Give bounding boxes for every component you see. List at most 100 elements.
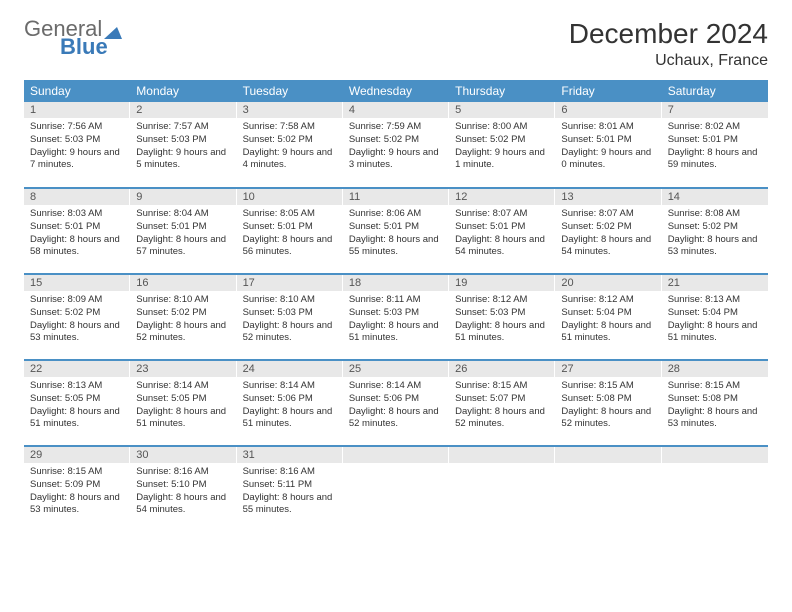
daylight-line: Daylight: 8 hours and 55 minutes. (243, 492, 337, 518)
sunset-line: Sunset: 5:01 PM (136, 221, 230, 234)
calendar-week-row: 15Sunrise: 8:09 AMSunset: 5:02 PMDayligh… (24, 274, 768, 360)
daylight-line: Daylight: 8 hours and 51 minutes. (349, 320, 443, 346)
day-details: Sunrise: 8:06 AMSunset: 5:01 PMDaylight:… (343, 205, 449, 263)
sunrise-line: Sunrise: 8:03 AM (30, 208, 124, 221)
day-number: 15 (24, 275, 130, 291)
sunset-line: Sunset: 5:03 PM (455, 307, 549, 320)
calendar-day-cell: 14Sunrise: 8:08 AMSunset: 5:02 PMDayligh… (662, 188, 768, 274)
day-number: 31 (237, 447, 343, 463)
sunset-line: Sunset: 5:04 PM (561, 307, 655, 320)
day-number: 25 (343, 361, 449, 377)
sunrise-line: Sunrise: 8:08 AM (668, 208, 762, 221)
daylight-line: Daylight: 8 hours and 54 minutes. (136, 492, 230, 518)
calendar-day-cell: 12Sunrise: 8:07 AMSunset: 5:01 PMDayligh… (449, 188, 555, 274)
daylight-line: Daylight: 8 hours and 51 minutes. (30, 406, 124, 432)
sunset-line: Sunset: 5:01 PM (455, 221, 549, 234)
sunrise-line: Sunrise: 7:56 AM (30, 121, 124, 134)
sunrise-line: Sunrise: 8:13 AM (668, 294, 762, 307)
sunrise-line: Sunrise: 8:01 AM (561, 121, 655, 134)
sunset-line: Sunset: 5:02 PM (30, 307, 124, 320)
sunrise-line: Sunrise: 8:00 AM (455, 121, 549, 134)
day-details: Sunrise: 7:56 AMSunset: 5:03 PMDaylight:… (24, 118, 130, 176)
sunset-line: Sunset: 5:01 PM (243, 221, 337, 234)
day-number (343, 447, 449, 463)
day-number: 18 (343, 275, 449, 291)
sunset-line: Sunset: 5:11 PM (243, 479, 337, 492)
calendar-day-cell (343, 446, 449, 532)
daylight-line: Daylight: 9 hours and 7 minutes. (30, 147, 124, 173)
sunrise-line: Sunrise: 8:02 AM (668, 121, 762, 134)
calendar-day-cell: 2Sunrise: 7:57 AMSunset: 5:03 PMDaylight… (130, 102, 236, 188)
sunrise-line: Sunrise: 8:15 AM (561, 380, 655, 393)
day-details: Sunrise: 8:10 AMSunset: 5:03 PMDaylight:… (237, 291, 343, 349)
day-details: Sunrise: 8:07 AMSunset: 5:02 PMDaylight:… (555, 205, 661, 263)
weekday-header: Saturday (662, 80, 768, 102)
calendar-day-cell: 28Sunrise: 8:15 AMSunset: 5:08 PMDayligh… (662, 360, 768, 446)
sunrise-line: Sunrise: 8:12 AM (561, 294, 655, 307)
sunrise-line: Sunrise: 8:06 AM (349, 208, 443, 221)
day-details: Sunrise: 8:11 AMSunset: 5:03 PMDaylight:… (343, 291, 449, 349)
sunrise-line: Sunrise: 8:07 AM (455, 208, 549, 221)
calendar-day-cell: 20Sunrise: 8:12 AMSunset: 5:04 PMDayligh… (555, 274, 661, 360)
calendar-day-cell: 25Sunrise: 8:14 AMSunset: 5:06 PMDayligh… (343, 360, 449, 446)
calendar-day-cell: 4Sunrise: 7:59 AMSunset: 5:02 PMDaylight… (343, 102, 449, 188)
weekday-header: Sunday (24, 80, 130, 102)
daylight-line: Daylight: 8 hours and 51 minutes. (561, 320, 655, 346)
sunset-line: Sunset: 5:02 PM (455, 134, 549, 147)
calendar-day-cell: 19Sunrise: 8:12 AMSunset: 5:03 PMDayligh… (449, 274, 555, 360)
sunset-line: Sunset: 5:02 PM (243, 134, 337, 147)
sunrise-line: Sunrise: 8:09 AM (30, 294, 124, 307)
day-number: 16 (130, 275, 236, 291)
weekday-header: Tuesday (237, 80, 343, 102)
sunrise-line: Sunrise: 8:11 AM (349, 294, 443, 307)
calendar-day-cell: 22Sunrise: 8:13 AMSunset: 5:05 PMDayligh… (24, 360, 130, 446)
calendar-day-cell: 18Sunrise: 8:11 AMSunset: 5:03 PMDayligh… (343, 274, 449, 360)
calendar-day-cell: 24Sunrise: 8:14 AMSunset: 5:06 PMDayligh… (237, 360, 343, 446)
calendar-week-row: 8Sunrise: 8:03 AMSunset: 5:01 PMDaylight… (24, 188, 768, 274)
day-number: 10 (237, 189, 343, 205)
day-number: 26 (449, 361, 555, 377)
calendar-day-cell: 10Sunrise: 8:05 AMSunset: 5:01 PMDayligh… (237, 188, 343, 274)
daylight-line: Daylight: 8 hours and 51 minutes. (243, 406, 337, 432)
calendar-day-cell: 3Sunrise: 7:58 AMSunset: 5:02 PMDaylight… (237, 102, 343, 188)
day-number: 9 (130, 189, 236, 205)
sunrise-line: Sunrise: 8:15 AM (668, 380, 762, 393)
header: GeneralBlue December 2024 Uchaux, France (24, 18, 768, 70)
month-title: December 2024 (569, 18, 768, 50)
daylight-line: Daylight: 8 hours and 55 minutes. (349, 234, 443, 260)
sunrise-line: Sunrise: 8:15 AM (455, 380, 549, 393)
day-number (555, 447, 661, 463)
day-details: Sunrise: 8:04 AMSunset: 5:01 PMDaylight:… (130, 205, 236, 263)
daylight-line: Daylight: 8 hours and 54 minutes. (561, 234, 655, 260)
daylight-line: Daylight: 9 hours and 4 minutes. (243, 147, 337, 173)
day-details: Sunrise: 8:03 AMSunset: 5:01 PMDaylight:… (24, 205, 130, 263)
calendar-day-cell: 6Sunrise: 8:01 AMSunset: 5:01 PMDaylight… (555, 102, 661, 188)
daylight-line: Daylight: 8 hours and 52 minutes. (349, 406, 443, 432)
daylight-line: Daylight: 8 hours and 53 minutes. (30, 320, 124, 346)
sunset-line: Sunset: 5:08 PM (561, 393, 655, 406)
day-details: Sunrise: 8:15 AMSunset: 5:08 PMDaylight:… (662, 377, 768, 435)
sunrise-line: Sunrise: 8:07 AM (561, 208, 655, 221)
day-number: 11 (343, 189, 449, 205)
weekday-header: Monday (130, 80, 236, 102)
sunset-line: Sunset: 5:03 PM (349, 307, 443, 320)
sunset-line: Sunset: 5:03 PM (30, 134, 124, 147)
sunrise-line: Sunrise: 8:16 AM (136, 466, 230, 479)
day-details: Sunrise: 8:13 AMSunset: 5:05 PMDaylight:… (24, 377, 130, 435)
sunrise-line: Sunrise: 8:13 AM (30, 380, 124, 393)
sunset-line: Sunset: 5:01 PM (668, 134, 762, 147)
sunset-line: Sunset: 5:10 PM (136, 479, 230, 492)
weekday-header: Wednesday (343, 80, 449, 102)
sunrise-line: Sunrise: 8:10 AM (243, 294, 337, 307)
calendar-week-row: 1Sunrise: 7:56 AMSunset: 5:03 PMDaylight… (24, 102, 768, 188)
calendar-day-cell: 1Sunrise: 7:56 AMSunset: 5:03 PMDaylight… (24, 102, 130, 188)
calendar-day-cell: 5Sunrise: 8:00 AMSunset: 5:02 PMDaylight… (449, 102, 555, 188)
calendar-day-cell (555, 446, 661, 532)
sunset-line: Sunset: 5:01 PM (561, 134, 655, 147)
day-details: Sunrise: 8:16 AMSunset: 5:11 PMDaylight:… (237, 463, 343, 521)
sunset-line: Sunset: 5:02 PM (668, 221, 762, 234)
day-number: 21 (662, 275, 768, 291)
weekday-header: Friday (555, 80, 661, 102)
sunset-line: Sunset: 5:05 PM (30, 393, 124, 406)
calendar-day-cell (662, 446, 768, 532)
